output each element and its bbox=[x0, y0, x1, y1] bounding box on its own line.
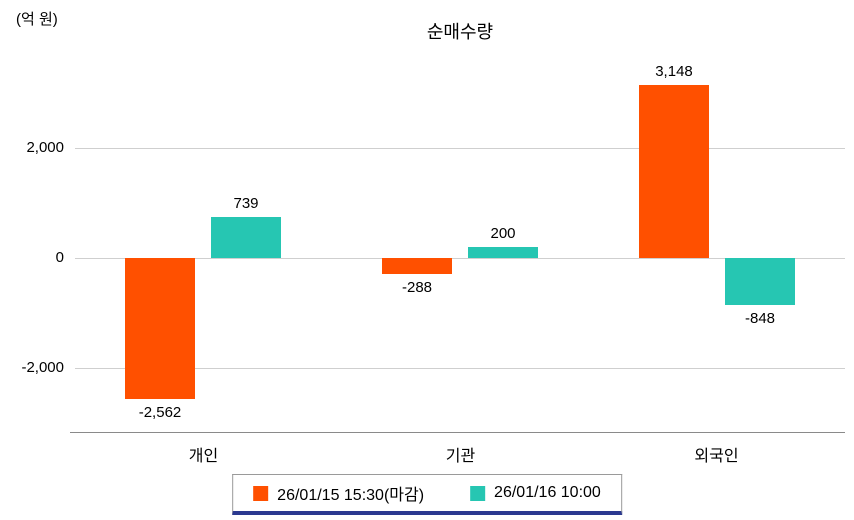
chart-title: 순매수량 bbox=[426, 22, 494, 42]
bar bbox=[468, 247, 538, 258]
bar-value-label: -2,562 bbox=[138, 404, 182, 421]
gridline bbox=[75, 258, 845, 259]
legend-item: 26/01/16 10:00 bbox=[470, 484, 601, 502]
bar bbox=[211, 217, 281, 258]
legend-swatch bbox=[253, 485, 269, 501]
legend-item: 26/01/15 15:30(마감) bbox=[253, 481, 424, 505]
y-axis-unit-label: (억 원) bbox=[16, 11, 58, 28]
legend-swatch bbox=[470, 485, 486, 501]
bar-value-label: 200 bbox=[490, 225, 516, 242]
bar-value-label: 739 bbox=[233, 195, 259, 212]
bar bbox=[125, 258, 195, 399]
bar bbox=[725, 258, 795, 305]
x-axis-label: 개인 bbox=[188, 448, 219, 465]
x-axis-label: 기관 bbox=[445, 448, 476, 465]
bar bbox=[382, 258, 452, 274]
gridline bbox=[75, 368, 845, 369]
legend-label: 26/01/15 15:30(마감) bbox=[277, 487, 425, 504]
legend: 26/01/15 15:30(마감) 26/01/16 10:00 bbox=[232, 474, 622, 515]
bar-value-label: -288 bbox=[401, 279, 433, 296]
y-axis-tick-label: 0 bbox=[55, 249, 64, 266]
y-axis-tick-label: 2,000 bbox=[26, 139, 64, 156]
bar-value-label: -848 bbox=[744, 310, 776, 327]
x-axis-line bbox=[70, 432, 845, 433]
bar bbox=[639, 85, 709, 258]
y-axis-tick-label: -2,000 bbox=[21, 359, 64, 376]
bar-value-label: 3,148 bbox=[655, 63, 693, 80]
x-axis-label: 외국인 bbox=[694, 448, 739, 465]
legend-label: 26/01/16 10:00 bbox=[494, 484, 601, 501]
gridline bbox=[75, 148, 845, 149]
